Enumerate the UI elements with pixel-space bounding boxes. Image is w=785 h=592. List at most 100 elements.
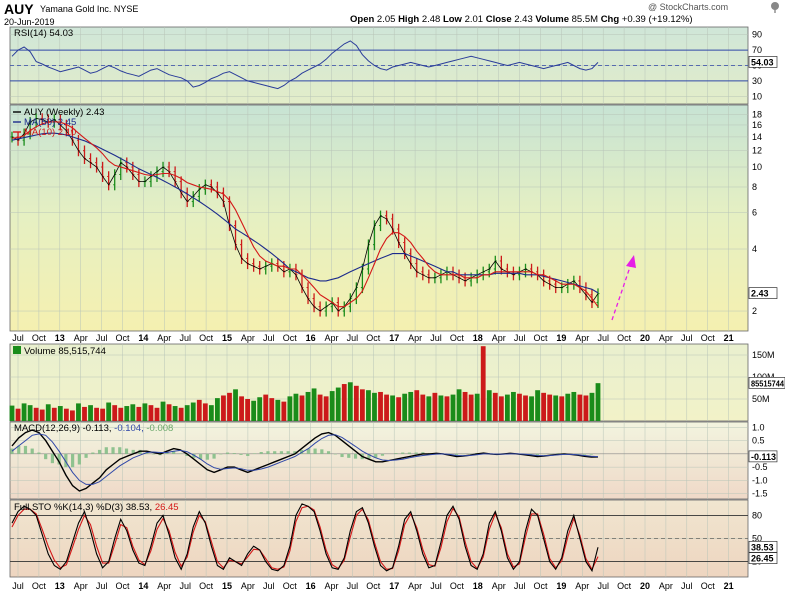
macd-histogram-bar [118, 447, 122, 454]
volume-bar [523, 395, 528, 421]
x-tick-label: 16 [306, 333, 316, 343]
x-tick-label: Jul [514, 581, 526, 591]
volume-bar [414, 390, 420, 421]
macd-histogram-bar [300, 449, 304, 454]
rsi-current-value-box [748, 56, 778, 68]
volume-bar [444, 396, 450, 421]
y-tick-label: 16 [752, 120, 762, 130]
x-tick-label: Oct [199, 581, 214, 591]
sto-d-current-value: 26.45 [751, 554, 774, 564]
x-tick-label: Jul [12, 333, 24, 343]
sto-d-line [11, 505, 599, 571]
volume-bar [450, 394, 456, 421]
x-tick-label: 21 [724, 581, 734, 591]
macd-histogram-bar [185, 453, 189, 456]
y-tick-label: -1.0 [752, 475, 768, 485]
pin-icon[interactable] [768, 0, 782, 14]
macd-histogram-bar [165, 452, 169, 454]
macd-histogram-bar [306, 448, 310, 454]
volume-bar [480, 346, 486, 421]
volume-bar [438, 395, 444, 421]
exchange-name: NYSE [113, 4, 139, 14]
macd-histogram-bar [111, 447, 115, 454]
x-tick-label: 14 [138, 333, 148, 343]
price-legend: AUY (Weekly) 2.43 [24, 107, 104, 118]
macd-histogram-bar [239, 453, 243, 455]
macd-histogram-bar [131, 449, 135, 454]
x-tick-label: Jul [179, 581, 191, 591]
x-tick-label: Apr [408, 333, 422, 343]
volume-bar [27, 405, 33, 421]
volume-bar [571, 391, 577, 421]
volume-bar [359, 389, 365, 421]
y-tick-label: 10 [752, 91, 762, 101]
volume-bar [299, 395, 305, 421]
macd-histogram-bar [104, 447, 108, 454]
macd-histogram-bar [145, 452, 149, 454]
volume-bar [492, 392, 498, 421]
x-tick-label: Oct [366, 581, 381, 591]
macd-legend-part-2: -0.104, [114, 423, 146, 434]
macd-histogram-bar [71, 453, 75, 468]
x-tick-label: Jul [681, 333, 693, 343]
macd-histogram-bar [232, 453, 236, 454]
ticker-symbol: AUY [4, 1, 34, 17]
y-tick-label: 12 [752, 146, 762, 156]
volume-bar [420, 394, 426, 421]
macd-histogram-bar [421, 452, 425, 454]
volume-bar [559, 396, 565, 421]
x-tick-label: Oct [450, 581, 465, 591]
chg-label: Chg [600, 14, 620, 25]
x-tick-label: Jul [597, 333, 609, 343]
macd-histogram-bar [576, 453, 580, 455]
x-tick-label: 17 [389, 581, 399, 591]
x-tick-label: Apr [575, 581, 589, 591]
x-tick-label: Jul [96, 581, 108, 591]
volume-bar [63, 408, 69, 421]
x-tick-label: Oct [199, 333, 214, 343]
y-tick-label: 70 [752, 45, 762, 55]
low-value: 2.01 [464, 14, 484, 25]
x-tick-label: Oct [617, 333, 632, 343]
volume-bar [426, 396, 432, 421]
ma10-line [11, 121, 599, 308]
volume-bar [577, 394, 583, 421]
volume-bar [468, 394, 474, 421]
volume-bar [275, 399, 281, 421]
macd-histogram-bar [91, 452, 95, 454]
sto-legend: Full STO %K(14,3) %D(3) 38.53, 26.45 [14, 502, 179, 513]
volume-bar [329, 391, 335, 421]
macd-histogram-bar [340, 453, 344, 458]
macd-histogram-bar [555, 453, 560, 454]
y-tick-label: -1.5 [752, 489, 768, 499]
x-tick-label: 18 [473, 581, 483, 591]
volume-bar [142, 403, 148, 421]
volume-bar [166, 404, 172, 421]
x-tick-label: Apr [74, 333, 88, 343]
y-tick-label: 10 [752, 162, 762, 172]
x-tick-label: 19 [556, 333, 566, 343]
rsi-current-value: 54.03 [751, 57, 774, 67]
x-tick-label: Oct [617, 581, 632, 591]
macd-histogram-bar [454, 453, 459, 455]
x-tick-label: Jul [514, 333, 526, 343]
macd-histogram-bar [77, 453, 81, 465]
y-tick-label: 6 [752, 208, 757, 218]
volume-bar [245, 399, 251, 421]
x-tick-label: Jul [597, 581, 609, 591]
macd-histogram-bar [198, 453, 203, 460]
x-tick-label: Oct [533, 333, 548, 343]
x-tick-label: Jul [96, 333, 108, 343]
macd-legend-part-3: -0.008 [146, 423, 173, 434]
x-tick-label: 18 [473, 333, 483, 343]
volume-bar [504, 394, 510, 421]
macd-histogram-bar [37, 452, 41, 454]
volume-bar [160, 401, 166, 421]
macd-histogram-bar [313, 448, 317, 454]
quote-summary: Open 2.05 High 2.48 Low 2.01 Close 2.43 … [350, 14, 693, 25]
macd-current-value-box [748, 450, 778, 463]
ma50-line [11, 132, 599, 294]
x-tick-label: Jul [263, 333, 275, 343]
stockcharts-credit: @ StockCharts.com [648, 2, 729, 12]
